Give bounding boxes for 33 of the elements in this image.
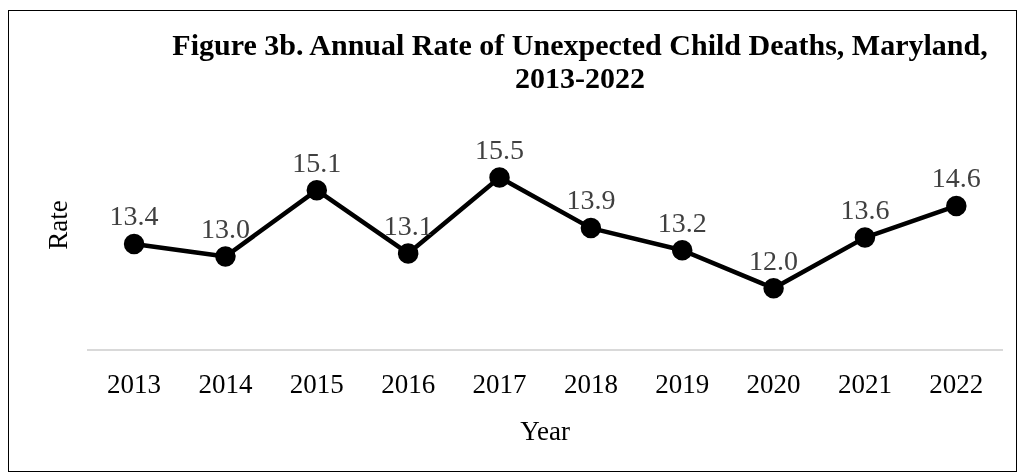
x-tick-label: 2016: [381, 369, 436, 400]
point: [215, 246, 236, 267]
point: [854, 227, 876, 248]
x-tick-label: 2015: [289, 369, 344, 400]
x-axis-title: Year: [520, 415, 571, 446]
data-label: 13.0: [200, 212, 250, 244]
data-label: 13.9: [566, 184, 616, 216]
point: [580, 217, 602, 239]
x-tick-label: 2020: [746, 369, 801, 400]
data-label: 14.6: [931, 162, 981, 194]
data-label: 15.1: [292, 146, 342, 178]
point: [946, 195, 967, 217]
x-tick-label: 2013: [107, 369, 162, 400]
point: [397, 243, 419, 264]
x-tick-label: 2014: [198, 369, 253, 400]
data-label: 13.2: [657, 206, 707, 238]
x-tick-label: 2019: [655, 369, 710, 400]
point: [306, 179, 328, 201]
data-label: 13.1: [383, 209, 433, 241]
data-label: 13.4: [109, 200, 159, 232]
chart-title: Figure 3b. Annual Rate of Unexpected Child Deaths, Maryland, 2013-2022: [171, 28, 989, 94]
point: [489, 167, 510, 188]
point: [763, 277, 784, 299]
data-label: 13.6: [840, 193, 890, 225]
point: [671, 240, 693, 261]
x-tick-label: 2017: [472, 369, 527, 400]
point: [123, 233, 145, 255]
data-label: 12.0: [749, 244, 799, 276]
x-tick-label: 2021: [837, 369, 892, 400]
data-label: 15.5: [475, 133, 525, 165]
x-tick-label: 2018: [563, 369, 618, 400]
y-axis-title: Rate: [43, 200, 74, 250]
x-tick-label: 2022: [929, 369, 984, 400]
